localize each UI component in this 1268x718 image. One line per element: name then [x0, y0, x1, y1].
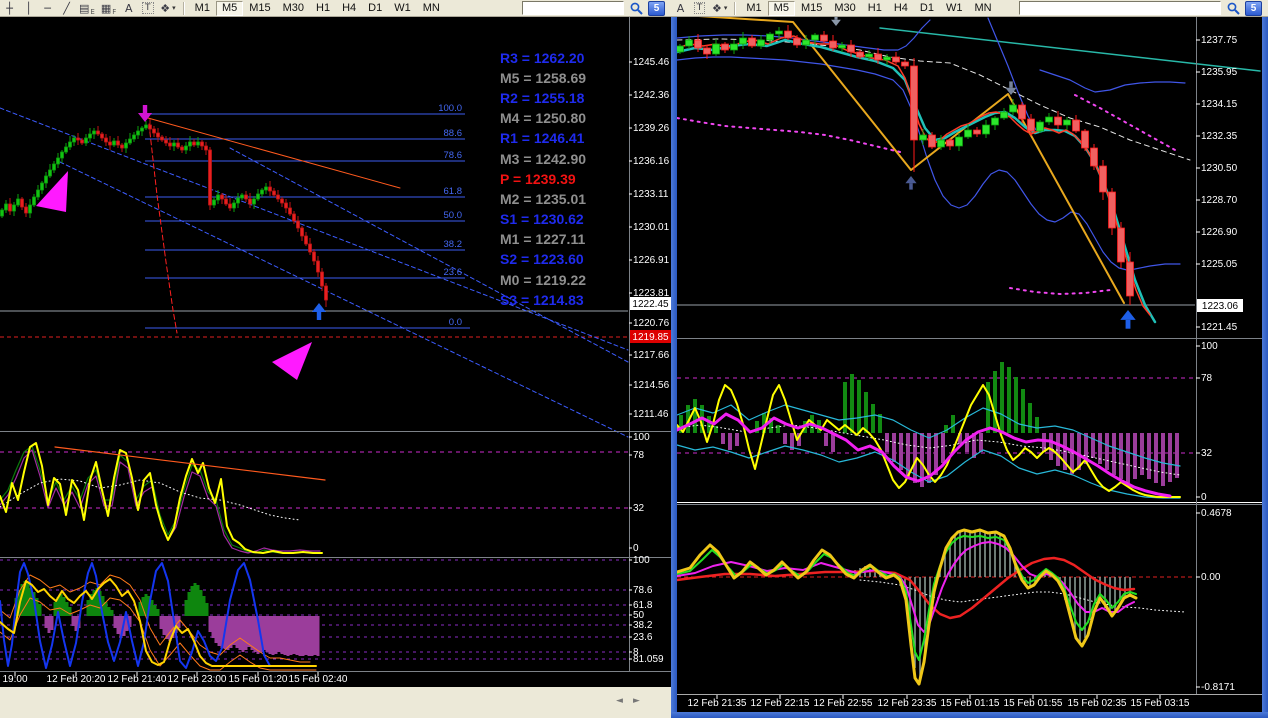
scroll-left-button[interactable]: ◄	[616, 696, 623, 706]
tool-icon: T	[693, 2, 706, 14]
tool-icon: T	[142, 2, 154, 14]
fibonacci-tool[interactable]: ▤ E	[76, 1, 98, 16]
tool-icon: A	[125, 1, 133, 15]
left-window-scroll-strip: ◄ ►	[0, 687, 671, 718]
active-window-border-right	[1262, 17, 1268, 718]
vertical-line-tool[interactable]: │	[19, 1, 38, 16]
fibo-expansion-tool[interactable]: ▦ F	[98, 1, 119, 16]
tool-icon: ❖	[712, 1, 722, 15]
text-tool[interactable]: A	[119, 1, 138, 16]
search-input[interactable]	[522, 1, 624, 15]
timeframe-h1[interactable]: H1	[862, 1, 888, 16]
timeframe-h4[interactable]: H4	[888, 1, 914, 16]
tool-icon: ❖	[160, 1, 171, 15]
toolbar-left: ┼ │ ─ ╱ ▤ E ▦ F A T ❖ ▾ M1 M5 M15 M30 H1 H4 D1 W1 MN 5	[0, 0, 671, 17]
tool-icon: ┼	[6, 1, 13, 15]
timeframes-group: M1 M5 M15 M30 H1 H4 D1 W1 MN	[740, 0, 997, 16]
timeframe-mn[interactable]: MN	[417, 1, 446, 16]
toolbar-separator	[182, 1, 185, 15]
timeframe-m30[interactable]: M30	[828, 1, 861, 16]
active-window-border-left	[671, 17, 677, 718]
timeframe-m1[interactable]: M1	[740, 1, 767, 16]
timeframe-w1[interactable]: W1	[388, 1, 417, 16]
timeframe-m5[interactable]: M5	[215, 0, 244, 16]
search-icon[interactable]	[628, 1, 644, 16]
chevron-down-icon: ▾	[723, 4, 728, 12]
tool-icon: ─	[44, 1, 51, 15]
crosshair-tool[interactable]: ┼	[0, 1, 19, 16]
timeframe-w1[interactable]: W1	[940, 1, 969, 16]
tool-icon: A	[676, 1, 685, 15]
timeframe-m30[interactable]: M30	[277, 1, 310, 16]
trendline-tool[interactable]: ╱	[57, 1, 76, 16]
chevron-down-icon: ▾	[172, 4, 176, 12]
tool-icon: ╱	[63, 1, 70, 15]
timeframe-h4[interactable]: H4	[336, 1, 362, 16]
drawing-tools-group: A T ❖ ▾	[671, 1, 730, 16]
scroll-right-button[interactable]: ►	[633, 696, 640, 706]
search-input[interactable]	[1019, 1, 1221, 15]
label-tool[interactable]: T	[690, 1, 709, 16]
toolbar-separator	[734, 1, 737, 15]
profile-badge[interactable]: 5	[648, 0, 665, 16]
active-window-border-bottom	[671, 712, 1268, 718]
search-icon[interactable]	[1225, 1, 1241, 16]
tool-icon: ▦	[100, 1, 112, 15]
right-chart-region[interactable]	[677, 17, 1262, 712]
timeframes-group: M1 M5 M15 M30 H1 H4 D1 W1 MN	[189, 0, 446, 16]
tool-icon: ▤	[79, 1, 90, 15]
left-chart-region[interactable]	[0, 17, 671, 687]
arrows-tool[interactable]: ❖ ▾	[709, 1, 730, 16]
text-tool[interactable]: A	[671, 1, 690, 16]
timeframe-m15[interactable]: M15	[243, 1, 276, 16]
profile-badge[interactable]: 5	[1245, 0, 1262, 16]
timeframe-m5[interactable]: M5	[767, 0, 795, 16]
drawing-tools-group: ┼ │ ─ ╱ ▤ E ▦ F A T ❖ ▾	[0, 1, 179, 16]
timeframe-m15[interactable]: M15	[795, 1, 828, 16]
horizontal-line-tool[interactable]: ─	[38, 1, 57, 16]
timeframe-h1[interactable]: H1	[310, 1, 336, 16]
label-tool[interactable]: T	[138, 1, 157, 16]
toolbar-right: A T ❖ ▾ M1 M5 M15 M30 H1 H4 D1 W1 MN 5	[671, 0, 1268, 17]
arrows-tool[interactable]: ❖ ▾	[157, 1, 178, 16]
timeframe-m1[interactable]: M1	[189, 1, 216, 16]
timeframe-d1[interactable]: D1	[362, 1, 388, 16]
timeframe-mn[interactable]: MN	[968, 1, 997, 16]
tool-icon: │	[25, 1, 32, 15]
timeframe-d1[interactable]: D1	[914, 1, 940, 16]
